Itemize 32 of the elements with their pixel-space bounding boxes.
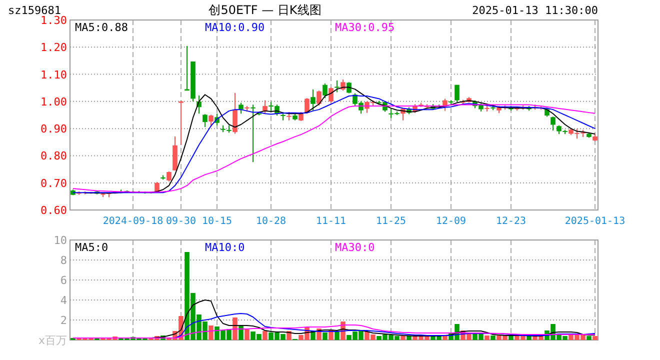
x-tick-label: 2025-01-13 xyxy=(564,216,626,227)
y-tick-label: 1.00 xyxy=(40,95,67,108)
chart-title: 创50ETF — 日K线图 xyxy=(208,3,322,17)
x-tick-label: 10-15 xyxy=(202,216,232,227)
text: sz159681 xyxy=(8,4,61,17)
y-tick-label: 1.30 xyxy=(40,14,67,27)
x-tick-label: 11-25 xyxy=(376,216,406,227)
text: MA5:0 xyxy=(75,241,108,254)
text: MA30:0.95 xyxy=(335,21,395,34)
text: MA30:0 xyxy=(335,241,375,254)
x-tick-label: 09-30 xyxy=(166,216,196,227)
y-tick-label: 2 xyxy=(60,314,67,327)
y-tick-label: 10 xyxy=(54,234,67,247)
y-tick-label: 0.90 xyxy=(40,122,67,136)
x-tick-label: 2024-09-18 xyxy=(102,216,164,227)
y-tick-label: 0.70 xyxy=(40,176,67,190)
x-tick-label: 11-11 xyxy=(316,216,346,227)
x-tick-label: 12-09 xyxy=(436,216,466,227)
y-axis-title: x百万 xyxy=(38,334,67,347)
text: MA5:0.88 xyxy=(75,21,128,34)
text: MA10:0 xyxy=(205,241,245,254)
text: MA10:0.90 xyxy=(205,21,265,34)
y-tick-label: 0.60 xyxy=(40,204,67,217)
y-tick-label: 6 xyxy=(60,274,67,287)
y-tick-label: 0.80 xyxy=(40,150,67,163)
text: 2025-01-13 11:30:00 xyxy=(472,4,598,17)
y-tick-label: 1.10 xyxy=(40,68,67,82)
x-tick-label: 10-28 xyxy=(256,216,286,227)
y-tick-label: 4 xyxy=(60,294,68,307)
y-tick-label: 8 xyxy=(60,254,67,267)
x-tick-label: 12-23 xyxy=(496,216,526,227)
y-tick-label: 1.20 xyxy=(40,41,67,54)
